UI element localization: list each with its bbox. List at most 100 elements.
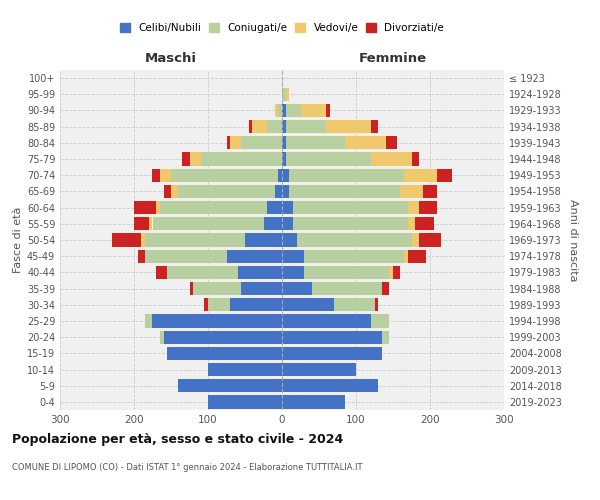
Bar xyxy=(345,136,386,149)
Text: Femmine: Femmine xyxy=(359,52,427,65)
Bar xyxy=(282,152,286,166)
Bar xyxy=(282,217,293,230)
Bar xyxy=(415,217,434,230)
Bar xyxy=(326,120,371,134)
Bar xyxy=(282,185,289,198)
Bar xyxy=(138,250,145,263)
Bar xyxy=(286,104,301,117)
Bar xyxy=(282,298,334,312)
Bar xyxy=(238,266,282,279)
Bar xyxy=(182,152,190,166)
Bar xyxy=(286,88,289,101)
Bar xyxy=(193,282,241,295)
Bar xyxy=(230,136,241,149)
Bar xyxy=(227,136,230,149)
Bar xyxy=(412,152,419,166)
Bar xyxy=(208,298,230,312)
Y-axis label: Anni di nascita: Anni di nascita xyxy=(568,198,578,281)
Bar xyxy=(167,346,282,360)
Bar xyxy=(275,104,278,117)
Bar xyxy=(419,201,437,214)
Bar xyxy=(178,185,275,198)
Bar xyxy=(134,217,149,230)
Bar xyxy=(386,136,397,149)
Bar xyxy=(371,314,389,328)
Bar xyxy=(164,185,171,198)
Bar xyxy=(282,234,297,246)
Bar xyxy=(167,266,238,279)
Bar xyxy=(419,234,441,246)
Bar xyxy=(371,120,378,134)
Bar xyxy=(278,168,282,182)
Bar xyxy=(200,152,282,166)
Bar xyxy=(326,104,330,117)
Bar xyxy=(227,250,282,263)
Bar xyxy=(293,201,408,214)
Bar xyxy=(164,330,282,344)
Bar xyxy=(190,152,200,166)
Bar xyxy=(286,152,371,166)
Bar xyxy=(304,266,389,279)
Bar xyxy=(145,314,152,328)
Bar xyxy=(245,234,282,246)
Bar xyxy=(156,201,160,214)
Bar xyxy=(241,282,282,295)
Bar xyxy=(152,314,282,328)
Bar xyxy=(149,217,152,230)
Bar xyxy=(171,168,278,182)
Bar xyxy=(282,104,286,117)
Bar xyxy=(249,120,253,134)
Bar xyxy=(334,298,374,312)
Bar xyxy=(152,217,263,230)
Text: Popolazione per età, sesso e stato civile - 2024: Popolazione per età, sesso e stato civil… xyxy=(12,432,343,446)
Bar xyxy=(289,185,400,198)
Bar xyxy=(286,120,326,134)
Bar xyxy=(160,201,267,214)
Bar xyxy=(408,201,419,214)
Bar xyxy=(412,234,419,246)
Bar xyxy=(304,250,404,263)
Bar xyxy=(437,168,452,182)
Bar xyxy=(382,282,389,295)
Y-axis label: Fasce di età: Fasce di età xyxy=(13,207,23,273)
Bar xyxy=(282,168,289,182)
Bar xyxy=(160,168,171,182)
Bar xyxy=(282,379,378,392)
Text: Maschi: Maschi xyxy=(145,52,197,65)
Bar xyxy=(112,234,142,246)
Bar xyxy=(152,168,160,182)
Bar xyxy=(208,363,282,376)
Bar xyxy=(282,282,311,295)
Bar xyxy=(282,346,382,360)
Text: COMUNE DI LIPOMO (CO) - Dati ISTAT 1° gennaio 2024 - Elaborazione TUTTITALIA.IT: COMUNE DI LIPOMO (CO) - Dati ISTAT 1° ge… xyxy=(12,462,362,471)
Bar xyxy=(145,250,227,263)
Bar xyxy=(282,136,286,149)
Bar xyxy=(422,185,437,198)
Bar xyxy=(311,282,382,295)
Bar xyxy=(400,185,422,198)
Bar xyxy=(160,330,164,344)
Bar xyxy=(408,250,426,263)
Bar xyxy=(282,363,356,376)
Bar xyxy=(267,201,282,214)
Bar xyxy=(404,168,437,182)
Bar xyxy=(278,104,282,117)
Bar xyxy=(382,330,389,344)
Bar xyxy=(286,136,345,149)
Bar xyxy=(282,88,286,101)
Bar xyxy=(408,217,415,230)
Bar xyxy=(293,217,408,230)
Bar xyxy=(374,298,378,312)
Bar xyxy=(282,120,286,134)
Bar xyxy=(282,266,304,279)
Bar xyxy=(371,152,412,166)
Bar xyxy=(404,250,408,263)
Bar xyxy=(204,298,208,312)
Bar xyxy=(253,120,267,134)
Bar xyxy=(282,330,382,344)
Bar xyxy=(282,250,304,263)
Bar xyxy=(297,234,412,246)
Bar xyxy=(263,217,282,230)
Bar xyxy=(171,185,178,198)
Bar xyxy=(301,104,326,117)
